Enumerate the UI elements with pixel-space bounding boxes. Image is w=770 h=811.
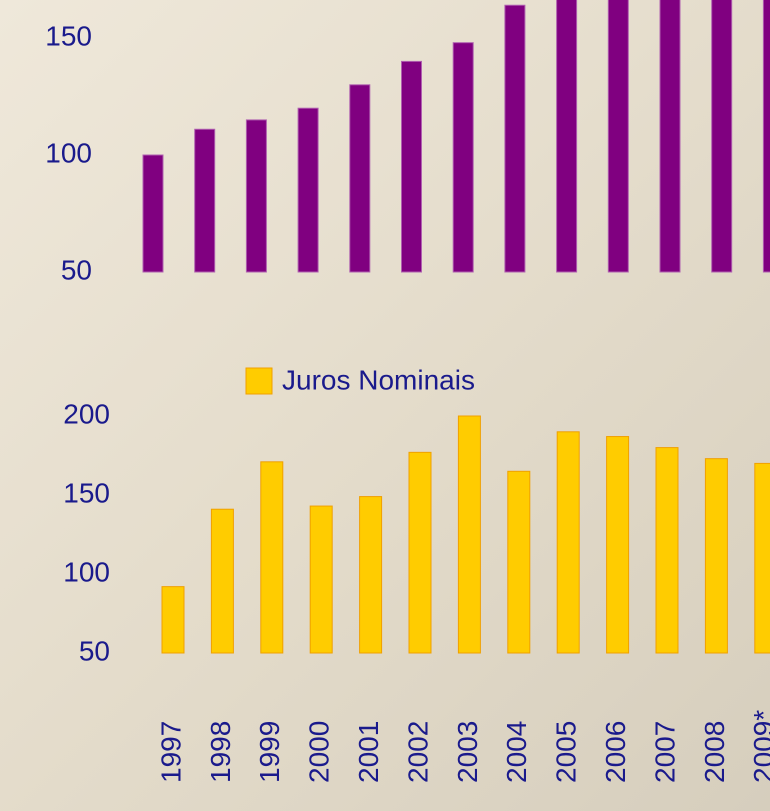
y-tick-label: 100 xyxy=(45,137,92,168)
bar xyxy=(762,0,770,273)
bar xyxy=(504,4,526,273)
x-tick-label: 2000 xyxy=(304,721,335,783)
bar xyxy=(260,461,284,654)
bar xyxy=(457,415,481,654)
x-tick-label: 2002 xyxy=(402,721,433,783)
x-tick-label: 2003 xyxy=(452,721,483,783)
y-tick-label: 50 xyxy=(61,254,92,285)
bar xyxy=(452,42,474,273)
y-tick-label: 150 xyxy=(45,20,92,51)
bar xyxy=(711,0,733,273)
bar xyxy=(507,470,531,654)
bar xyxy=(359,496,383,654)
bar xyxy=(245,119,267,273)
y-tick-label: 150 xyxy=(63,477,110,508)
y-tick-label: 200 xyxy=(63,398,110,429)
x-tick-label: 1998 xyxy=(205,721,236,783)
bar xyxy=(607,0,629,273)
x-tick-label: 2001 xyxy=(353,721,384,783)
bar xyxy=(659,0,681,273)
bar xyxy=(704,458,728,654)
y-tick-label: 50 xyxy=(79,635,110,666)
bar xyxy=(556,431,580,654)
bar xyxy=(556,0,578,273)
x-tick-label: 1997 xyxy=(155,721,186,783)
x-tick-label: 2004 xyxy=(501,721,532,783)
legend-swatch xyxy=(245,367,273,395)
bar xyxy=(655,447,679,654)
legend-label: Juros Nominais xyxy=(282,364,475,395)
x-tick-label: 1999 xyxy=(254,721,285,783)
bar xyxy=(194,128,216,273)
x-tick-label: 2008 xyxy=(699,721,730,783)
y-tick-label: 100 xyxy=(63,556,110,587)
bar xyxy=(401,60,422,273)
bar xyxy=(408,451,432,654)
x-tick-label: 2006 xyxy=(600,721,631,783)
x-tick-label: 2007 xyxy=(649,721,680,783)
x-tick-label: 2009* xyxy=(748,710,770,783)
bar xyxy=(606,436,630,654)
bar xyxy=(297,107,319,273)
bar xyxy=(161,586,185,654)
bar xyxy=(349,84,371,273)
bar xyxy=(142,154,164,273)
bar xyxy=(210,508,234,654)
bar xyxy=(309,505,333,654)
x-tick-label: 2005 xyxy=(551,721,582,783)
bar xyxy=(754,462,770,654)
